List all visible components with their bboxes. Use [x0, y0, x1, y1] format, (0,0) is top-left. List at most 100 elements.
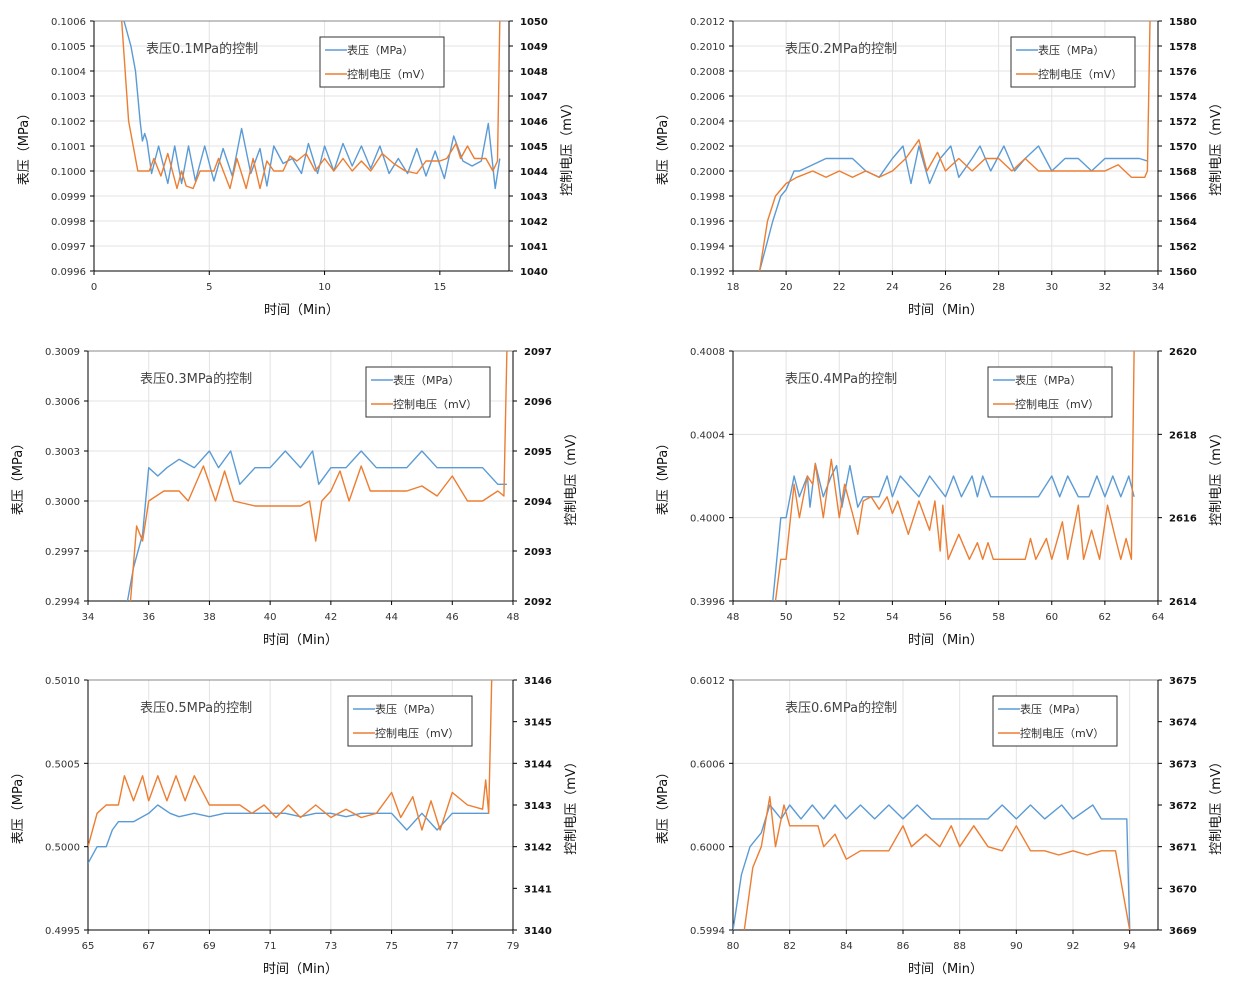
x-tick-label: 38: [203, 612, 216, 623]
y-tick-label: 0.2994: [45, 597, 80, 608]
legend-label: 表压（MPa）: [1020, 702, 1086, 716]
x-tick-label: 40: [264, 612, 277, 623]
x-tick-label: 58: [992, 612, 1005, 623]
voltage-series-line: [774, 351, 1135, 601]
legend-label: 控制电压（mV）: [375, 726, 459, 740]
y2-tick-label: 2616: [1169, 514, 1197, 525]
y-tick-label: 0.1006: [51, 17, 86, 28]
x-tick-label: 28: [992, 282, 1005, 293]
x-tick-label: 48: [727, 612, 740, 623]
y-tick-label: 0.2997: [45, 547, 80, 558]
x-tick-label: 64: [1152, 612, 1165, 623]
y2-tick-label: 1041: [520, 242, 548, 253]
y2-tick-label: 1042: [520, 217, 548, 228]
y-tick-label: 0.2000: [690, 167, 725, 178]
y2-tick-label: 3144: [524, 759, 552, 770]
y2-tick-label: 2097: [524, 347, 552, 358]
x-tick-label: 73: [324, 941, 337, 952]
y2-tick-label: 3675: [1169, 676, 1197, 687]
y2-tick-label: 3669: [1169, 926, 1197, 937]
x-tick-label: 54: [886, 612, 899, 623]
x-tick-label: 94: [1123, 941, 1136, 952]
x-tick-label: 52: [833, 612, 846, 623]
y-tick-label: 0.5005: [45, 759, 80, 770]
y2-tick-label: 3672: [1169, 801, 1197, 812]
legend-box: [1010, 36, 1136, 88]
y2-tick-label: 1049: [520, 42, 548, 53]
y-tick-label: 0.0996: [51, 267, 86, 278]
pressure-series-line: [126, 450, 507, 601]
y-axis-label: 表压（MPa）: [656, 107, 671, 185]
y-tick-label: 0.2010: [690, 42, 725, 53]
y-tick-label: 0.3000: [45, 497, 80, 508]
x-tick-label: 56: [939, 612, 952, 623]
y2-tick-label: 3673: [1169, 759, 1197, 770]
y-tick-label: 0.3006: [45, 397, 80, 408]
x-tick-label: 79: [507, 941, 520, 952]
x-tick-label: 77: [446, 941, 459, 952]
legend-label: 控制电压（mV）: [1038, 67, 1122, 81]
y2-tick-label: 3141: [524, 884, 552, 895]
y2-tick-label: 1562: [1169, 242, 1197, 253]
x-tick-label: 75: [385, 941, 398, 952]
legend-label: 控制电压（mV）: [347, 67, 431, 81]
x-tick-label: 50: [780, 612, 793, 623]
x-axis-label: 时间（Min）: [263, 633, 338, 648]
x-tick-label: 80: [727, 941, 740, 952]
x-tick-label: 15: [433, 282, 446, 293]
x-axis-label: 时间（Min）: [263, 962, 338, 977]
y2-tick-label: 2095: [524, 447, 552, 458]
y2-tick-label: 1572: [1169, 117, 1197, 128]
y2-axis-label: 控制电压（mV）: [564, 755, 579, 855]
x-tick-label: 44: [385, 612, 398, 623]
x-tick-label: 0: [91, 282, 97, 293]
y-tick-label: 0.1992: [690, 267, 725, 278]
y2-tick-label: 3143: [524, 801, 552, 812]
y-tick-label: 0.6006: [690, 759, 725, 770]
voltage-series-line: [758, 21, 1151, 271]
y-tick-label: 0.0998: [51, 217, 86, 228]
y2-tick-label: 1576: [1169, 67, 1197, 78]
x-tick-label: 62: [1099, 612, 1112, 623]
voltage-series-line: [88, 680, 493, 847]
chart-panel-4: 48 50 52 54 56 58 60 62 64 0.3996 0.4000 0.4004 0.40…: [656, 347, 1224, 648]
x-tick-label: 10: [318, 282, 331, 293]
y-tick-label: 0.4000: [690, 514, 725, 525]
y2-axis-label: 控制电压（mV）: [1209, 426, 1224, 526]
x-tick-label: 36: [142, 612, 155, 623]
y-tick-label: 0.1000: [51, 167, 86, 178]
x-tick-label: 24: [886, 282, 899, 293]
y2-tick-label: 3671: [1169, 843, 1197, 854]
y-tick-label: 0.1002: [51, 117, 86, 128]
y2-tick-label: 1043: [520, 192, 548, 203]
y2-tick-label: 1568: [1169, 167, 1197, 178]
y2-tick-label: 2092: [524, 597, 552, 608]
legend-box: [319, 36, 445, 88]
x-tick-label: 86: [897, 941, 910, 952]
x-tick-label: 67: [142, 941, 155, 952]
chart-panel-2: 18 20 22 24 26 28 30 32 34 0.1992 0.1994 0.1996 0.19…: [656, 17, 1224, 318]
y2-tick-label: 3140: [524, 926, 552, 937]
y2-tick-label: 1560: [1169, 267, 1197, 278]
y2-axis-label: 控制电压（mV）: [564, 426, 579, 526]
x-tick-label: 30: [1045, 282, 1058, 293]
chart-panel-3: 34 36 38 40 42 44 46 48 0.2994 0.2997 0.3000 0.3003…: [11, 347, 579, 648]
y2-axis-label: 控制电压（mV）: [560, 96, 575, 196]
pressure-series-line: [758, 145, 1148, 271]
x-tick-label: 90: [1010, 941, 1023, 952]
y2-tick-label: 3145: [524, 718, 552, 729]
chart-title: 表压0.2MPa的控制: [785, 41, 897, 57]
x-tick-label: 32: [1099, 282, 1112, 293]
y2-tick-label: 1570: [1169, 142, 1197, 153]
legend-label: 控制电压（mV）: [1015, 397, 1099, 411]
x-tick-label: 60: [1045, 612, 1058, 623]
y2-tick-label: 2614: [1169, 597, 1197, 608]
y-tick-label: 0.5010: [45, 676, 80, 687]
y2-tick-label: 1044: [520, 167, 548, 178]
y-tick-label: 0.4995: [45, 926, 80, 937]
chart-title: 表压0.1MPa的控制: [146, 41, 258, 57]
y-tick-label: 0.1996: [690, 217, 725, 228]
y2-tick-label: 1578: [1169, 42, 1197, 53]
y2-tick-label: 1040: [520, 267, 548, 278]
